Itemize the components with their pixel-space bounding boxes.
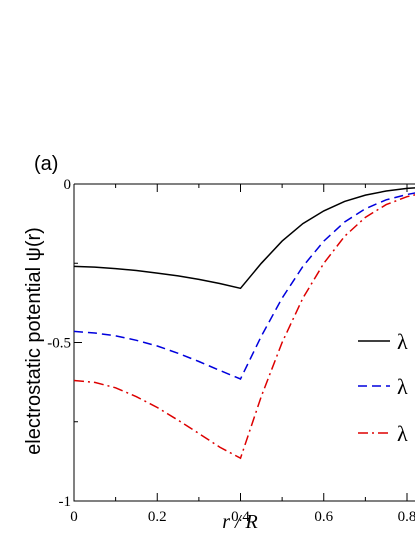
x-tick-label: 0.8 [398, 509, 415, 525]
plot-area: 0 0.2 0.4 0.6 0.8 0 -0.5 -1 [47, 177, 415, 525]
legend: λλλ [358, 329, 408, 446]
x-axis-title: r / R [222, 511, 258, 533]
y-tick-label: 0 [64, 177, 72, 193]
series-line-3 [73, 194, 415, 460]
series-line-2 [73, 192, 415, 380]
legend-label-3: λ [397, 421, 408, 446]
panel-label: (a) [34, 153, 58, 175]
y-axis-title: electrostatic potential ψ(r) [23, 227, 45, 455]
legend-label-2: λ [397, 374, 408, 399]
x-tick-label: 0 [70, 509, 78, 525]
y-tick-label: -0.5 [47, 336, 71, 352]
x-tick-label: 0.6 [314, 509, 333, 525]
x-tick-label: 0.2 [148, 509, 167, 525]
series-line-1 [73, 187, 415, 290]
y-tick-label: -1 [59, 494, 72, 510]
legend-label-1: λ [397, 329, 408, 354]
axis-frame [73, 183, 415, 502]
x-tick-label: 0.4 [231, 509, 250, 525]
